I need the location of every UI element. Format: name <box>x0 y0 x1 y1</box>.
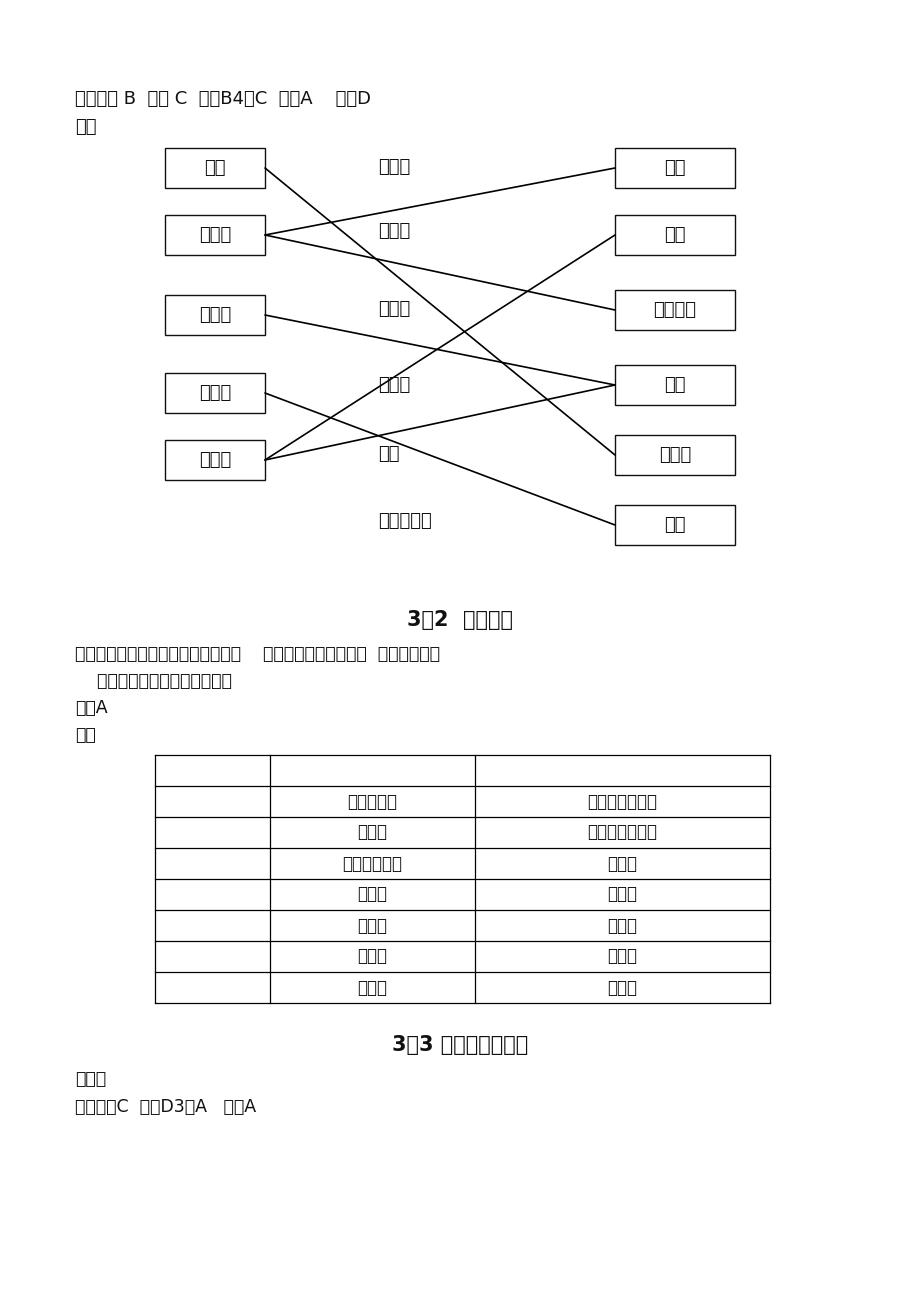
Text: 湿润区: 湿润区 <box>607 979 637 996</box>
Text: 中温带: 中温带 <box>357 917 387 935</box>
FancyBboxPatch shape <box>165 296 265 335</box>
Text: 暖温带: 暖温带 <box>357 948 387 966</box>
Text: 一、略: 一、略 <box>75 1070 106 1088</box>
Text: 哈尔滨: 哈尔滨 <box>658 447 690 464</box>
Text: 一、１、广州、上海、北京、哈尔滨    ２、夏季多，冬季少；  东南多西北少: 一、１、广州、上海、北京、哈尔滨 ２、夏季多，冬季少； 东南多西北少 <box>75 644 439 663</box>
Text: 干旱区: 干旱区 <box>607 948 637 966</box>
Text: 青藏高寒区: 青藏高寒区 <box>378 512 431 530</box>
Text: 亚热带: 亚热带 <box>357 979 387 996</box>
Text: 三、: 三、 <box>75 727 96 743</box>
Text: 亚热带、热带: 亚热带、热带 <box>342 854 403 872</box>
FancyBboxPatch shape <box>614 290 734 329</box>
FancyBboxPatch shape <box>614 435 734 475</box>
Text: 暖温带: 暖温带 <box>378 299 410 318</box>
Text: 湖南省: 湖南省 <box>199 306 231 324</box>
FancyBboxPatch shape <box>165 215 265 255</box>
Text: 中温带: 中温带 <box>378 223 410 240</box>
Text: 3．3 气候的主要特点: 3．3 气候的主要特点 <box>391 1035 528 1055</box>
Text: 亚热带: 亚热带 <box>357 885 387 904</box>
Text: 海南省: 海南省 <box>199 450 231 469</box>
Text: 寒温带: 寒温带 <box>378 158 410 176</box>
Text: 太原: 太原 <box>664 159 685 177</box>
Text: 亚热带: 亚热带 <box>378 376 410 395</box>
Text: 南昌: 南昌 <box>664 376 685 395</box>
FancyBboxPatch shape <box>614 505 734 546</box>
Text: 半湿润、湿润区: 半湿润、湿润区 <box>587 823 657 841</box>
Text: 山东: 山东 <box>204 159 225 177</box>
Text: 二、A: 二、A <box>75 699 108 717</box>
Text: 吉林省: 吉林省 <box>199 227 231 243</box>
FancyBboxPatch shape <box>165 440 265 480</box>
Text: 湿润区: 湿润区 <box>607 854 637 872</box>
Text: 贵阳: 贵阳 <box>664 516 685 534</box>
Text: 湿润区: 湿润区 <box>607 885 637 904</box>
Text: 拉萨: 拉萨 <box>664 227 685 243</box>
Text: 呼和浩特: 呼和浩特 <box>652 301 696 319</box>
Text: 二、１、C  ２、D3、A   ４、A: 二、１、C ２、D3、A ４、A <box>75 1098 255 1116</box>
Text: 暖温带: 暖温带 <box>357 823 387 841</box>
Text: 热带: 热带 <box>378 445 399 464</box>
Text: 3．2  降水分布: 3．2 降水分布 <box>406 611 513 630</box>
Text: ３、早、晚、长；晚、早、短: ３、早、晚、长；晚、早、短 <box>75 672 232 690</box>
Text: 青藏高寒区: 青藏高寒区 <box>347 793 397 811</box>
FancyBboxPatch shape <box>614 148 734 187</box>
Text: 青海省: 青海省 <box>199 384 231 402</box>
FancyBboxPatch shape <box>614 365 734 405</box>
Text: 半干旱、干旱区: 半干旱、干旱区 <box>587 793 657 811</box>
FancyBboxPatch shape <box>165 148 265 187</box>
FancyBboxPatch shape <box>614 215 734 255</box>
Text: 四、: 四、 <box>75 118 96 135</box>
Text: 湿润区: 湿润区 <box>607 917 637 935</box>
FancyBboxPatch shape <box>165 372 265 413</box>
Text: 三、１、 B  ２、 C  ３、B4、C  ５、A    ６、D: 三、１、 B ２、 C ３、B4、C ５、A ６、D <box>75 90 370 108</box>
